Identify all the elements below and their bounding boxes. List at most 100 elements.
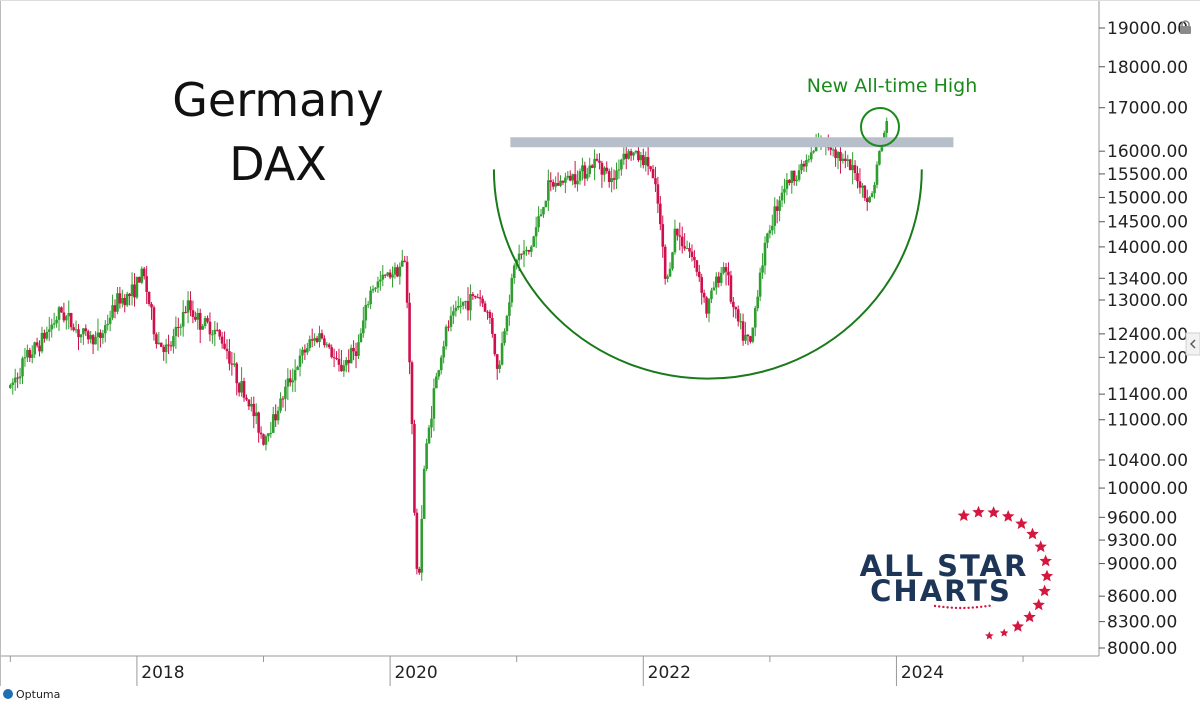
candle-body: [595, 158, 599, 161]
candle-body: [332, 357, 336, 359]
candle-body: [875, 164, 879, 185]
candle-body: [729, 275, 733, 302]
candle-body: [622, 153, 626, 160]
candle-body: [11, 382, 15, 385]
logo-dot: [980, 605, 983, 608]
candle-body: [483, 303, 487, 312]
optuma-brand: Optuma: [3, 688, 60, 701]
candle-body: [746, 334, 750, 337]
candle-body: [111, 305, 114, 318]
candle-body: [634, 150, 638, 153]
candle-body: [447, 326, 450, 328]
candle-body: [632, 152, 635, 156]
candle-body: [585, 173, 589, 179]
candle-body: [364, 304, 368, 321]
candle-body: [284, 386, 287, 399]
candle-body: [612, 178, 616, 180]
candle-body: [637, 150, 640, 161]
x-axis: 2018 2020 2022 2024: [9, 656, 1024, 686]
candle-body: [310, 339, 314, 341]
candle-body: [495, 354, 499, 369]
candle-body: [52, 323, 56, 325]
candle-body: [780, 192, 784, 201]
candle-body: [38, 345, 41, 352]
candle-body: [624, 153, 628, 159]
logo-dot: [942, 605, 945, 609]
candle-body: [47, 329, 51, 332]
candle-body: [695, 260, 699, 272]
candle-body: [323, 338, 326, 346]
candle-body: [108, 317, 112, 324]
candle-body: [400, 260, 404, 267]
candle-body: [761, 265, 764, 273]
candle-body: [885, 121, 889, 133]
candle-body: [191, 310, 195, 317]
candle-body: [481, 298, 484, 304]
candle-body: [712, 287, 716, 291]
candle-body: [335, 358, 338, 360]
candle-body: [303, 349, 307, 353]
candle-body: [94, 337, 97, 345]
candle-body: [581, 165, 584, 172]
candle-body: [130, 284, 134, 297]
candle-body: [676, 228, 679, 236]
candle-body: [615, 170, 618, 180]
candle-body: [313, 338, 316, 341]
candle-body: [162, 346, 165, 353]
x-tick-label: 2018: [141, 663, 184, 683]
candle-body: [452, 311, 455, 316]
candle-body: [201, 326, 204, 330]
candle-body: [113, 305, 117, 312]
candle-body: [279, 398, 282, 411]
candle-body: [242, 381, 246, 398]
candle-body: [834, 149, 837, 159]
candle-body: [271, 414, 275, 433]
y-tick-label: 11400.00: [1107, 385, 1188, 405]
candle-body: [598, 160, 601, 163]
candle-body: [352, 347, 355, 352]
candle-body: [663, 246, 667, 279]
resistance-band: [510, 137, 954, 148]
candle-body: [644, 157, 648, 166]
candle-body: [410, 362, 414, 425]
candle-body: [607, 171, 611, 183]
y-tick-label: 9000.00: [1107, 555, 1177, 575]
candle-body: [736, 309, 740, 322]
candle-body: [610, 178, 613, 183]
candle-body: [33, 342, 36, 355]
candle-body: [74, 329, 78, 331]
candle-body: [269, 432, 273, 434]
candle-body: [398, 266, 402, 277]
candle-body: [520, 253, 523, 255]
candle-body: [9, 384, 12, 388]
candle-body: [208, 321, 212, 335]
candle-body: [262, 434, 265, 445]
candle-body: [422, 468, 426, 519]
candle-body: [500, 343, 504, 365]
logo-star: [957, 509, 970, 521]
candle-body: [179, 326, 183, 328]
lock-icon[interactable]: [1180, 20, 1191, 34]
candle-body: [418, 568, 421, 573]
candle-body: [123, 298, 127, 306]
candle-body: [861, 185, 864, 188]
candle-body: [293, 370, 297, 381]
logo-star: [985, 631, 994, 640]
candle-body: [259, 432, 263, 435]
candle-body: [768, 230, 772, 234]
candle-body: [649, 166, 652, 170]
candle-body: [790, 170, 794, 183]
candle-body: [856, 173, 859, 182]
candle-body: [873, 184, 876, 194]
candle-body: [167, 344, 170, 346]
candle-body: [449, 315, 453, 327]
candle-body: [690, 251, 694, 258]
candle-body: [498, 364, 501, 369]
candle-body: [717, 276, 721, 283]
candle-body: [198, 312, 202, 330]
candle-body: [223, 343, 226, 349]
candle-body: [23, 357, 27, 359]
logo-star-ring: [933, 505, 1054, 640]
panel-collapse-handle[interactable]: [1185, 332, 1200, 356]
candle-body: [342, 365, 346, 372]
